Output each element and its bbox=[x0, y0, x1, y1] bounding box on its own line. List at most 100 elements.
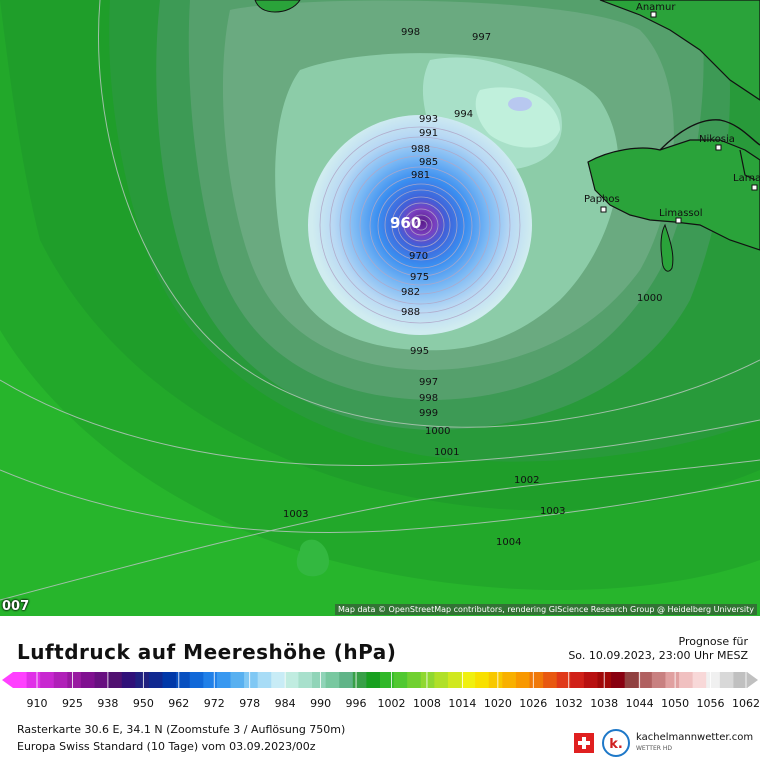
map-attribution[interactable]: Map data © OpenStreetMap contributors, r… bbox=[335, 604, 757, 615]
isobar-label: 981 bbox=[411, 170, 430, 181]
color-scale-step bbox=[733, 672, 748, 688]
land-cyprus bbox=[587, 139, 760, 251]
small-low-pocket bbox=[508, 97, 532, 111]
color-scale-step bbox=[665, 672, 680, 688]
color-scale-tick-label: 962 bbox=[168, 697, 189, 710]
border-line-2 bbox=[739, 149, 756, 181]
isobar-label: 1003 bbox=[540, 506, 565, 517]
land-turkey bbox=[599, 0, 760, 101]
color-scale-step bbox=[420, 672, 435, 688]
color-scale-step bbox=[407, 672, 422, 688]
pressure-bubble bbox=[296, 539, 330, 577]
isobar-label: 1000 bbox=[637, 293, 662, 304]
color-scale-tick-label: 1026 bbox=[519, 697, 547, 710]
brand-logo-icon[interactable]: k. bbox=[602, 729, 630, 757]
city-label-nikosia: Nikosia bbox=[699, 134, 735, 145]
color-scale-step bbox=[325, 672, 340, 688]
color-scale-tick-label: 1002 bbox=[378, 697, 406, 710]
color-scale-step bbox=[624, 672, 639, 688]
color-scale-step bbox=[570, 672, 585, 688]
brand-name[interactable]: kachelmannwetter.com bbox=[636, 732, 754, 743]
brand-logo-letter: k. bbox=[609, 737, 623, 752]
city-marker-anamur bbox=[650, 11, 657, 18]
color-scale-step bbox=[40, 672, 55, 688]
color-scale-step bbox=[393, 672, 408, 688]
color-scale-tick-label: 1044 bbox=[626, 697, 654, 710]
city-markers bbox=[600, 11, 758, 224]
color-scale-tick-label: 925 bbox=[62, 697, 83, 710]
color-scale-step bbox=[162, 672, 177, 688]
scale-right-arrow bbox=[747, 672, 758, 688]
color-scale-step bbox=[135, 672, 150, 688]
color-scale-step bbox=[53, 672, 68, 688]
color-scale-tick-label: 990 bbox=[310, 697, 331, 710]
color-scale-step bbox=[94, 672, 109, 688]
pressure-map: Anamur Nikosia Paphos Limassol Larna 998… bbox=[0, 0, 760, 616]
color-scale-step bbox=[67, 672, 82, 688]
color-scale-tick-label: 1038 bbox=[590, 697, 618, 710]
city-marker-larna bbox=[751, 184, 758, 191]
land-fragment bbox=[254, 0, 301, 13]
pressure-band-993 bbox=[475, 87, 560, 148]
legend-panel: Luftdruck auf Meereshöhe (hPa) Prognose … bbox=[0, 616, 760, 760]
color-scale-step bbox=[434, 672, 449, 688]
color-scale-tick-label: 1056 bbox=[697, 697, 725, 710]
color-scale-step bbox=[706, 672, 721, 688]
color-scale-step bbox=[26, 672, 41, 688]
color-scale-step bbox=[271, 672, 286, 688]
info-line-1: Rasterkarte 30.6 E, 34.1 N (Zoomstufe 3 … bbox=[17, 723, 346, 736]
color-scale-step bbox=[230, 672, 245, 688]
isobar-label: 1004 bbox=[496, 537, 521, 548]
color-scale-step bbox=[203, 672, 218, 688]
color-scale-step bbox=[13, 672, 28, 688]
color-scale-step bbox=[298, 672, 313, 688]
isobar-label: 1001 bbox=[434, 447, 459, 458]
color-scale-tick-label: 1014 bbox=[448, 697, 476, 710]
color-scale-step bbox=[189, 672, 204, 688]
isobar-label: 982 bbox=[401, 287, 420, 298]
city-label-limassol: Limassol bbox=[659, 208, 703, 219]
isobar-label: 997 bbox=[472, 32, 491, 43]
land-akrotiri bbox=[660, 223, 674, 272]
color-scale-step bbox=[80, 672, 96, 688]
color-scale-step bbox=[651, 672, 666, 688]
color-scale-step bbox=[583, 672, 598, 688]
color-scale-step bbox=[488, 672, 503, 688]
color-scale-step bbox=[638, 672, 653, 688]
isobar-label: 999 bbox=[419, 408, 438, 419]
color-scale-tick-label: 1020 bbox=[484, 697, 512, 710]
isobar-label: 993 bbox=[419, 114, 438, 125]
color-scale-step bbox=[366, 672, 381, 688]
brand-subtitle: WETTER HD bbox=[636, 745, 672, 752]
color-scale-step bbox=[284, 672, 299, 688]
isobar-label: 998 bbox=[419, 393, 438, 404]
color-scale-step bbox=[475, 672, 490, 688]
city-label-larna: Larna bbox=[733, 173, 760, 184]
scale-left-arrow bbox=[2, 672, 13, 688]
isobar-label: 997 bbox=[419, 377, 438, 388]
isobar-label: 1002 bbox=[514, 475, 539, 486]
color-scale-ticks: 910 925 938 950 962 972 978 984 990 996 1002 1008 10… bbox=[27, 672, 760, 710]
edge-pressure-label: 007 bbox=[2, 599, 30, 614]
color-scale-step bbox=[244, 672, 259, 688]
color-scale-step bbox=[502, 672, 517, 688]
color-scale-tick-label: 938 bbox=[97, 697, 118, 710]
isobar-label: 975 bbox=[410, 272, 429, 283]
color-scale-step bbox=[121, 672, 136, 688]
border-line bbox=[659, 119, 760, 151]
color-scale-step bbox=[176, 672, 191, 688]
isobar-label: 995 bbox=[410, 346, 429, 357]
outer-isobars bbox=[0, 0, 760, 601]
color-scale: 910 925 938 950 962 972 978 984 990 996 1002 1008 10… bbox=[2, 672, 760, 710]
color-scale-bars bbox=[13, 672, 748, 688]
color-scale-tick-label: 950 bbox=[133, 697, 154, 710]
color-scale-step bbox=[543, 672, 558, 688]
isobar-label: 970 bbox=[409, 251, 428, 262]
color-scale-tick-label: 972 bbox=[204, 697, 225, 710]
color-scale-step bbox=[447, 672, 463, 688]
isobar-label: 988 bbox=[401, 307, 420, 318]
city-marker-limassol bbox=[675, 217, 682, 224]
color-scale-step bbox=[611, 672, 626, 688]
color-scale-tick-label: 1050 bbox=[661, 697, 689, 710]
isobar-rings bbox=[319, 126, 521, 324]
